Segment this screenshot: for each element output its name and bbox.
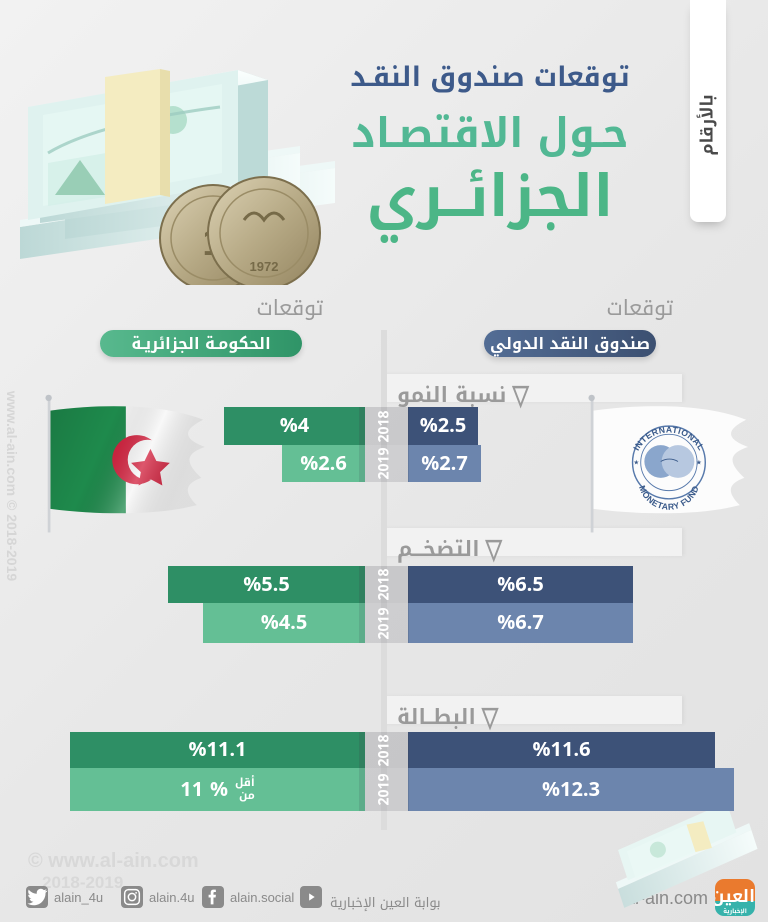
svg-text:1972: 1972 xyxy=(250,259,279,274)
svg-text:★: ★ xyxy=(696,459,702,466)
svg-text:★: ★ xyxy=(633,459,639,466)
